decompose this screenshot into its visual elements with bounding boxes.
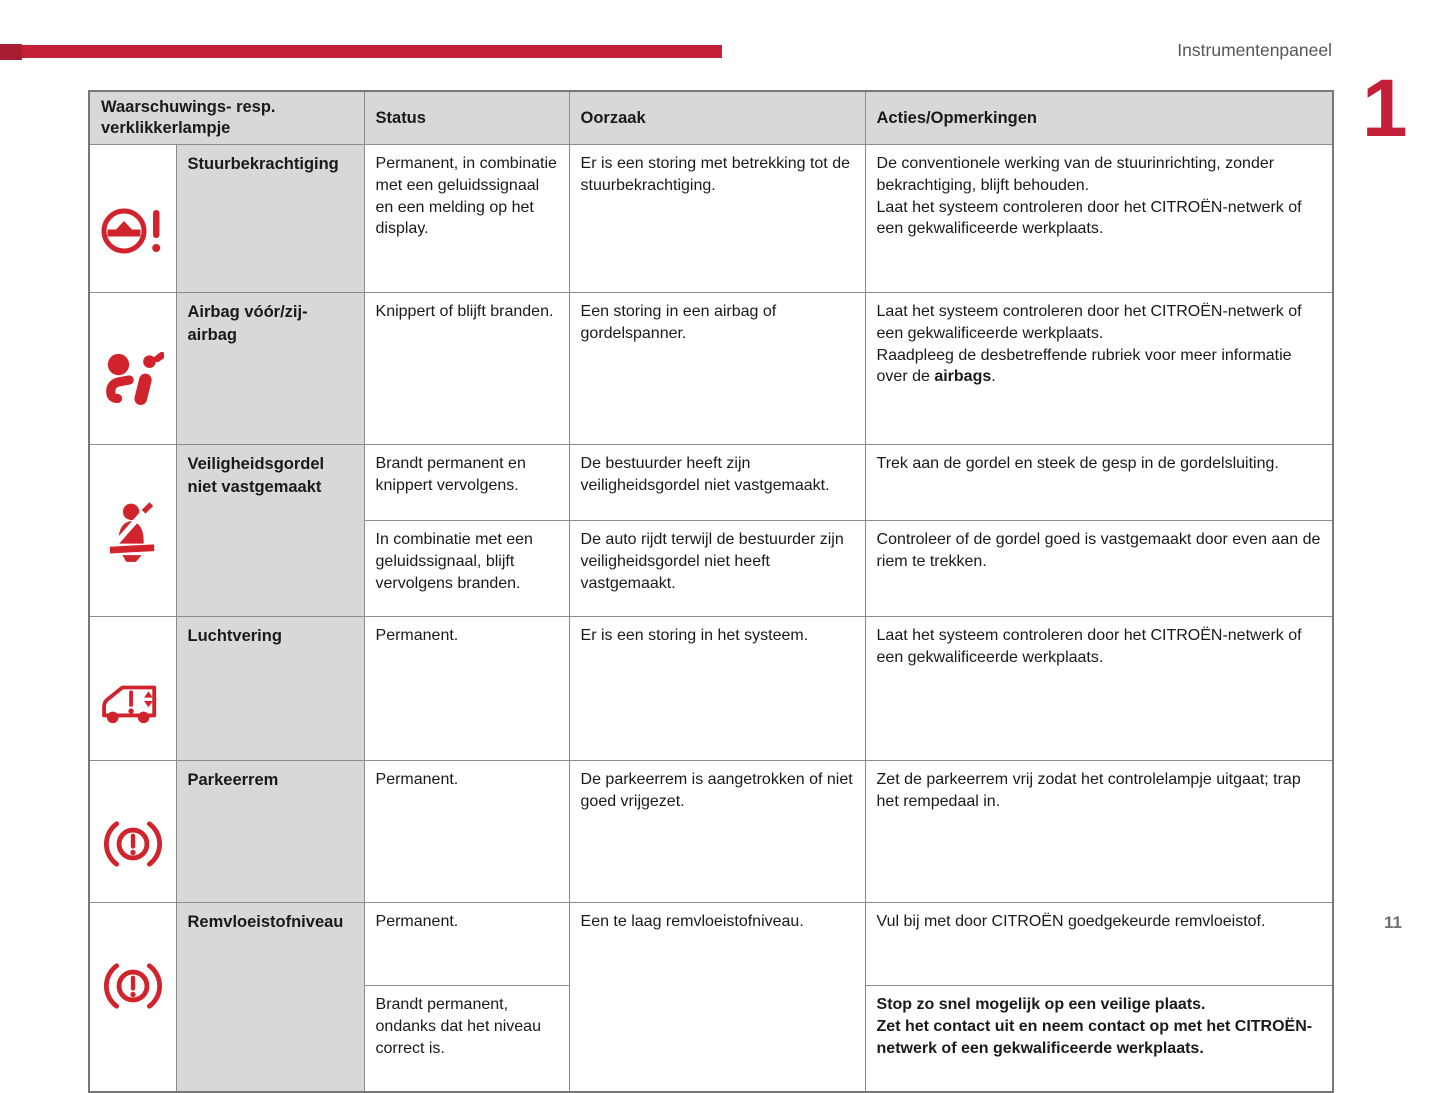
lamp-name: Luchtvering	[175, 616, 365, 762]
cause-cell: Een storing in een airbag of gordelspann…	[568, 292, 866, 446]
status-cell: Brandt permanent en knippert vervolgens.	[363, 444, 570, 522]
top-red-bar	[0, 45, 722, 58]
actions-text-end: .	[991, 368, 996, 386]
parking-brake-warning-icon	[103, 821, 163, 874]
actions-cell: Trek aan de gordel en steek de gesp in d…	[864, 444, 1334, 522]
actions-bold-text: airbags	[934, 368, 992, 386]
cause-cell: Een te laag remvloeistofniveau.	[568, 902, 866, 1093]
page-number: 11	[1384, 913, 1402, 932]
manual-page: { "page": { "section_title": "Instrument…	[0, 40, 1408, 1093]
lamp-icon-cell	[88, 292, 177, 446]
lamp-name: Veiligheidsgordel niet vastgemaakt	[175, 444, 365, 618]
lamp-name: Stuurbekrachtiging	[175, 144, 365, 294]
chapter-number: 1	[1362, 63, 1408, 154]
lamp-icon-cell	[88, 760, 177, 904]
warning-lamp-table: Waarschuwings- resp. verklikkerlampje St…	[88, 90, 1335, 1093]
lamp-icon-cell	[88, 902, 177, 1093]
table-row: Luchtvering Permanent. Er is een storing…	[88, 616, 1334, 762]
actions-cell: De conventionele werking van de stuurinr…	[864, 144, 1334, 294]
lamp-name: Remvloeistofniveau	[175, 902, 365, 1093]
col-header-cause: Oorzaak	[568, 90, 866, 146]
table-row: Veiligheidsgordel niet vastgemaakt Brand…	[88, 444, 1334, 618]
table-sub-row: In combinatie met een geluidssignaal, bl…	[89, 520, 1334, 618]
col-header-lamp: Waarschuwings- resp. verklikkerlampje	[88, 90, 365, 146]
actions-cell: Stop zo snel mogelijk op een veilige pla…	[864, 985, 1334, 1093]
lamp-name: Parkeerrem	[175, 760, 365, 904]
table-row: Remvloeistofniveau Permanent. Een te laa…	[88, 902, 1334, 1093]
col-header-status: Status	[363, 90, 570, 146]
status-cell: Knippert of blijft branden.	[363, 292, 570, 446]
power-steering-warning-icon	[101, 208, 165, 264]
status-cell: Permanent.	[363, 616, 570, 762]
status-cell: Permanent, in combinatie met een geluids…	[363, 144, 570, 294]
cause-cell: De parkeerrem is aangetrokken of niet go…	[568, 760, 866, 904]
actions-cell: Zet de parkeerrem vrij zodat het control…	[864, 760, 1334, 904]
lamp-icon-cell	[88, 444, 177, 618]
table-row: Airbag vóór/zij- airbag Knippert of blij…	[88, 292, 1334, 446]
cause-cell: Er is een storing in het systeem.	[568, 616, 866, 762]
actions-cell: Vul bij met door CITROËN goedgekeurde re…	[864, 902, 1334, 987]
table-row: Parkeerrem Permanent. De parkeerrem is a…	[88, 760, 1334, 904]
seatbelt-warning-icon	[106, 501, 160, 568]
cause-cell: De auto rijdt terwijl de bestuurder zijn…	[568, 520, 866, 618]
lamp-name: Airbag vóór/zij- airbag	[175, 292, 365, 446]
cause-cell: Er is een storing met betrekking tot de …	[568, 144, 866, 294]
airbag-warning-icon	[102, 351, 164, 416]
status-cell: Permanent.	[363, 760, 570, 904]
actions-text: Laat het systeem controleren door het CI…	[876, 303, 1302, 386]
actions-cell: Laat het systeem controleren door het CI…	[864, 292, 1334, 446]
table-row: Stuurbekrachtiging Permanent, in combina…	[88, 144, 1334, 294]
cause-cell: De bestuurder heeft zijn veiligheidsgord…	[568, 444, 866, 522]
actions-cell: Laat het systeem controleren door het CI…	[864, 616, 1334, 762]
col-header-actions: Acties/Opmerkingen	[864, 90, 1334, 146]
status-cell: In combinatie met een geluidssignaal, bl…	[363, 520, 570, 618]
lamp-icon-cell	[88, 616, 177, 762]
air-suspension-warning-icon	[95, 685, 171, 732]
status-cell: Brandt permanent, ondanks dat het niveau…	[363, 985, 570, 1093]
status-cell: Permanent.	[363, 902, 570, 987]
lamp-icon-cell	[88, 144, 177, 294]
section-title: Instrumentenpaneel	[1177, 40, 1332, 60]
actions-cell: Controleer of de gordel goed is vastgema…	[864, 520, 1334, 618]
brake-fluid-warning-icon	[103, 963, 163, 1016]
top-red-bar-tip	[0, 44, 22, 60]
table-header-row: Waarschuwings- resp. verklikkerlampje St…	[88, 90, 1334, 146]
